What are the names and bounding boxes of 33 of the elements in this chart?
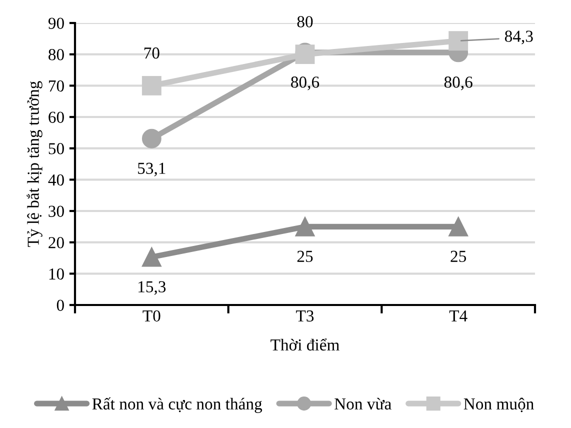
y-tick-label: 60: [48, 112, 64, 123]
x-tick-label: T3: [296, 310, 314, 322]
legend-label: Non vừa: [334, 398, 392, 410]
data-label: 25: [297, 250, 313, 262]
y-tick-label: 0: [56, 300, 64, 311]
y-tick-label: 40: [48, 174, 64, 186]
legend-label: Rất non và cực non tháng: [92, 397, 262, 413]
y-tick-label: 30: [48, 206, 64, 217]
data-label: 53,1: [138, 162, 166, 176]
y-tick-label: 10: [49, 268, 64, 280]
x-tick-label: T4: [449, 310, 468, 322]
point: [142, 128, 162, 148]
y-tick-label: 20: [48, 237, 64, 248]
point: [295, 216, 315, 236]
y-tick-label: 90: [48, 18, 64, 29]
data-label: 80,6: [444, 76, 472, 90]
x-axis-title: Thời điểm: [270, 338, 340, 351]
data-label: 80: [297, 16, 313, 28]
data-label: 25: [450, 250, 466, 262]
y-tick-label: 50: [48, 143, 64, 154]
point: [448, 31, 468, 51]
legend-label: Non muộn: [464, 398, 534, 412]
y-tick-label: 70: [49, 80, 64, 92]
y-axis-title: Tỷ lệ bắt kịp tăng trưởng: [26, 81, 42, 247]
point: [142, 247, 162, 267]
point: [448, 216, 468, 236]
x-tick-label: T0: [142, 310, 160, 322]
data-label: 80,6: [291, 76, 320, 90]
point: [142, 76, 162, 96]
data-label: 15,3: [138, 281, 166, 295]
data-label: 70: [144, 47, 160, 59]
y-tick-label: 80: [48, 49, 64, 60]
data-label: 84,3: [504, 30, 533, 44]
